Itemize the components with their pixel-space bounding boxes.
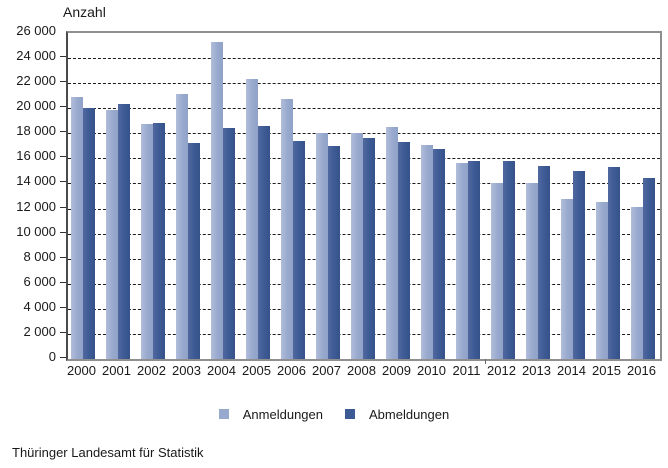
x-axis-label: 2013: [522, 363, 551, 378]
bar-anmeldungen-2000: [71, 97, 83, 359]
gridline: [68, 58, 660, 60]
legend-item-abmeldungen: Abmeldungen: [345, 407, 449, 422]
y-axis-tick: [60, 232, 66, 233]
y-axis-label: 22 000: [16, 73, 56, 88]
x-axis-label: 2006: [277, 363, 306, 378]
x-axis-subtick: [485, 359, 486, 364]
gridline: [68, 133, 660, 135]
y-axis-label: 8 000: [23, 249, 56, 264]
x-axis-label: 2000: [67, 363, 96, 378]
x-axis-label: 2009: [382, 363, 411, 378]
legend-label-abmeldungen: Abmeldungen: [369, 406, 450, 422]
bar-anmeldungen-2015: [596, 202, 608, 359]
bar-anmeldungen-2011: [456, 163, 468, 359]
bar-anmeldungen-2008: [351, 133, 363, 359]
y-axis-tick: [60, 156, 66, 157]
y-axis-label: 16 000: [16, 148, 56, 163]
x-axis-label: 2014: [557, 363, 586, 378]
bar-abmeldungen-2011: [468, 161, 480, 359]
bar-anmeldungen-2014: [561, 199, 573, 359]
y-axis-label: 6 000: [23, 274, 56, 289]
bar-abmeldungen-2000: [83, 108, 95, 359]
bar-abmeldungen-2010: [433, 149, 445, 359]
bar-abmeldungen-2008: [363, 138, 375, 359]
x-axis-label: 2011: [452, 363, 481, 378]
y-axis-tick: [60, 131, 66, 132]
x-axis-label: 2005: [242, 363, 271, 378]
y-axis-tick: [60, 357, 66, 358]
gridline: [68, 108, 660, 110]
bar-abmeldungen-2005: [258, 126, 270, 359]
bar-anmeldungen-2012: [491, 183, 503, 359]
y-axis-tick: [60, 181, 66, 182]
bar-abmeldungen-2007: [328, 146, 340, 359]
bar-abmeldungen-2009: [398, 142, 410, 359]
y-axis-tick: [60, 81, 66, 82]
x-axis-label: 2016: [627, 363, 656, 378]
bar-anmeldungen-2001: [106, 110, 118, 359]
bar-anmeldungen-2007: [316, 133, 328, 359]
y-axis-tick: [60, 56, 66, 57]
legend-swatch-anmeldungen: [218, 409, 229, 419]
source-note: Thüringer Landesamt für Statistik: [12, 445, 204, 460]
x-axis-label: 2010: [417, 363, 446, 378]
legend-label-anmeldungen: Anmeldungen: [242, 406, 323, 422]
bar-abmeldungen-2004: [223, 128, 235, 359]
y-axis-label: 0: [48, 349, 56, 364]
y-axis-tick: [60, 106, 66, 107]
gridline: [68, 83, 660, 85]
x-axis-label: 2015: [592, 363, 621, 378]
legend-item-anmeldungen: Anmeldungen: [218, 406, 323, 422]
bar-anmeldungen-2006: [281, 99, 293, 359]
bar-abmeldungen-2002: [153, 123, 165, 359]
bar-abmeldungen-2015: [608, 167, 620, 359]
y-axis-title: Anzahl: [63, 4, 106, 20]
y-axis-tick: [60, 282, 66, 283]
legend: Anmeldungen Abmeldungen: [0, 404, 668, 424]
bar-anmeldungen-2013: [526, 183, 538, 359]
y-axis-label: 14 000: [16, 173, 56, 188]
y-axis-tick: [60, 307, 66, 308]
bar-anmeldungen-2004: [211, 42, 223, 359]
bar-abmeldungen-2013: [538, 166, 550, 359]
bar-abmeldungen-2014: [573, 171, 585, 359]
bar-anmeldungen-2010: [421, 145, 433, 359]
y-axis-label: 26 000: [16, 23, 56, 38]
bar-abmeldungen-2016: [643, 178, 655, 359]
bar-abmeldungen-2001: [118, 104, 130, 359]
bar-abmeldungen-2012: [503, 161, 515, 359]
y-axis-label: 12 000: [16, 199, 56, 214]
y-axis-label: 10 000: [16, 224, 56, 239]
x-axis-label: 2007: [312, 363, 341, 378]
bar-abmeldungen-2006: [293, 141, 305, 359]
x-axis-label: 2003: [172, 363, 201, 378]
bar-anmeldungen-2003: [176, 94, 188, 359]
y-axis-tick: [60, 332, 66, 333]
bar-anmeldungen-2002: [141, 124, 153, 359]
x-axis-label: 2012: [487, 363, 516, 378]
bar-anmeldungen-2009: [386, 127, 398, 359]
legend-swatch-abmeldungen: [345, 409, 355, 419]
bar-abmeldungen-2003: [188, 143, 200, 359]
y-axis-label: 20 000: [16, 98, 56, 113]
y-axis-tick: [60, 207, 66, 208]
y-axis-label: 24 000: [16, 48, 56, 63]
x-axis-label: 2001: [102, 363, 131, 378]
y-axis-label: 4 000: [23, 299, 56, 314]
x-axis-label: 2002: [137, 363, 166, 378]
plot-area: [66, 31, 662, 361]
x-axis-label: 2004: [207, 363, 236, 378]
y-axis-tick: [60, 257, 66, 258]
y-axis-label: 18 000: [16, 123, 56, 138]
x-axis-label: 2008: [347, 363, 376, 378]
bar-anmeldungen-2016: [631, 207, 643, 359]
bar-anmeldungen-2005: [246, 79, 258, 359]
y-axis-label: 2 000: [23, 324, 56, 339]
